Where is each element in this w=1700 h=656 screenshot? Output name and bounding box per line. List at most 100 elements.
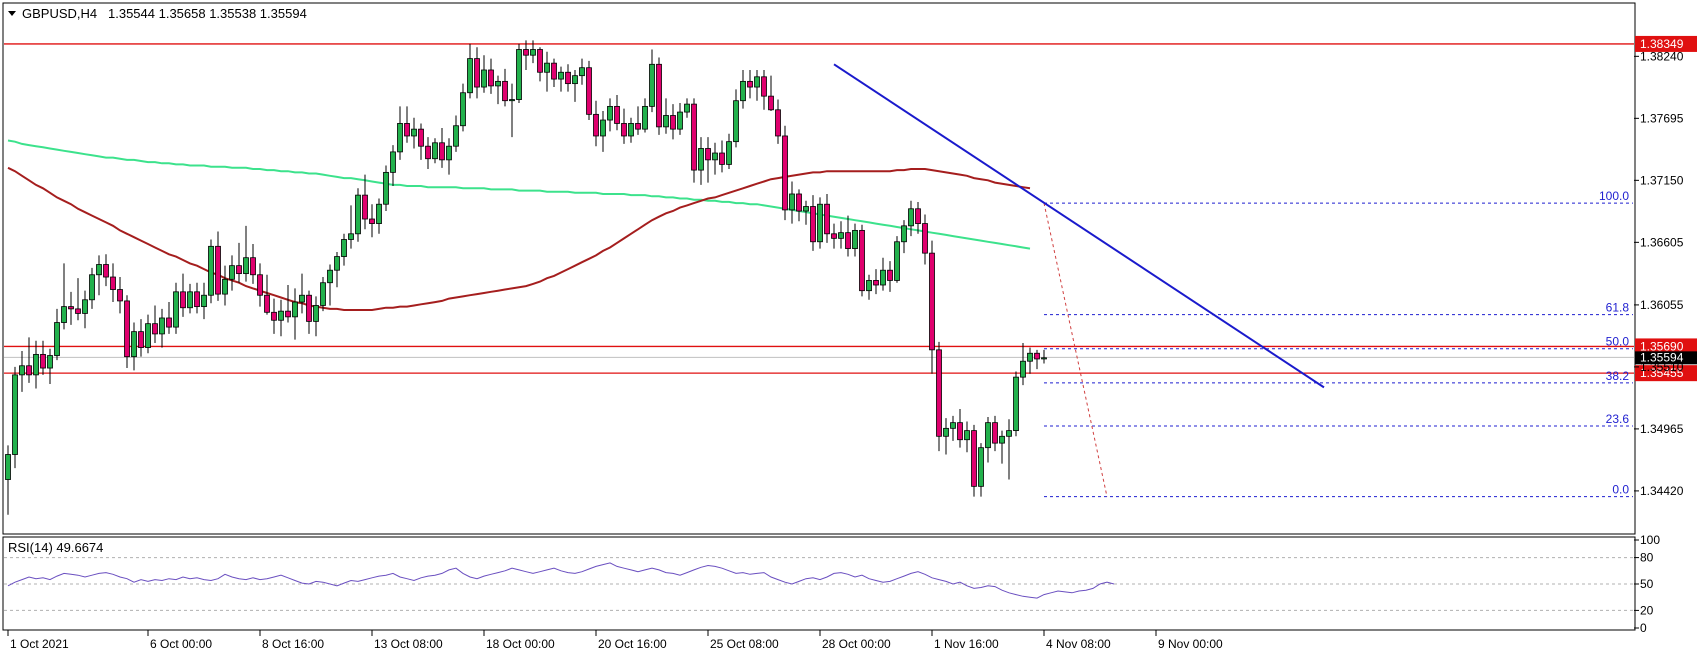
level-price-label: 1.35690 (1640, 339, 1684, 353)
candle (96, 255, 102, 296)
candle-body (33, 353, 39, 376)
candle-body (894, 241, 900, 281)
candle-body (159, 317, 165, 335)
x-tick-label: 6 Oct 00:00 (150, 637, 212, 651)
candle-body (852, 229, 858, 249)
candle (663, 98, 669, 134)
candle (747, 69, 753, 99)
rsi-indicator: RSI(14) 49.6674 100 80 50 20 0 (4, 533, 1660, 635)
level-price-tag (1635, 365, 1697, 382)
candle-body (117, 289, 123, 302)
candle (516, 43, 522, 103)
candle (775, 99, 781, 144)
candle-body (992, 422, 998, 444)
x-tick-label: 20 Oct 16:00 (598, 637, 667, 651)
candle-body (908, 208, 914, 227)
candle (901, 220, 907, 254)
candle-body (1013, 376, 1019, 432)
candle-body (656, 63, 662, 128)
candle-body (166, 317, 172, 328)
y-tick-label: 1.34420 (1640, 484, 1684, 498)
candle (852, 223, 858, 257)
candle (327, 264, 333, 306)
y-tick-label: 1.35510 (1640, 360, 1684, 374)
candle-body (495, 80, 501, 87)
candle-body (89, 274, 95, 301)
candle (698, 137, 704, 185)
candle (600, 110, 606, 152)
candle (873, 269, 879, 295)
candle-body (747, 80, 753, 88)
candle (985, 416, 991, 463)
candle-body (677, 111, 683, 130)
dropdown-triangle-icon[interactable] (8, 11, 16, 16)
candle (145, 314, 151, 354)
candle-body (607, 105, 613, 121)
candle-body (726, 141, 732, 165)
candle-body (516, 49, 522, 100)
candle (796, 189, 802, 222)
candle (124, 295, 130, 369)
candle-body (866, 280, 872, 292)
candle (362, 174, 368, 230)
candle-body (285, 310, 291, 318)
candle (236, 242, 242, 283)
candle (488, 58, 494, 94)
candle (551, 58, 557, 88)
candle-body (663, 115, 669, 128)
candle (285, 284, 291, 323)
candle-body (180, 291, 186, 309)
candle-body (761, 76, 767, 97)
candle (229, 255, 235, 291)
candle (1034, 349, 1040, 370)
candle-body (985, 422, 991, 449)
descending-trendline[interactable] (833, 63, 1325, 389)
candle-body (943, 427, 949, 437)
candle (75, 278, 81, 321)
candle-body (705, 148, 711, 161)
candle (726, 133, 732, 169)
candle-body (600, 119, 606, 137)
candle (649, 49, 655, 113)
candle (208, 239, 214, 304)
candle (481, 55, 487, 93)
candle-body (880, 269, 886, 286)
candle-body (684, 103, 690, 113)
candle-body (551, 62, 557, 80)
candle (922, 214, 928, 265)
candle-body (124, 300, 130, 358)
candle-body (243, 257, 249, 275)
candle-body (789, 193, 795, 211)
moving-averages (7, 139, 1031, 311)
candle (194, 282, 200, 314)
candle-body (460, 92, 466, 127)
candle (397, 106, 403, 160)
candle-body (719, 152, 725, 165)
candle-body (803, 206, 809, 212)
y-tick-label: 1.36605 (1640, 235, 1684, 249)
candle-body (922, 223, 928, 254)
current-price-tag (1635, 351, 1697, 365)
candle-body (348, 233, 354, 240)
candle (26, 337, 32, 383)
candle (607, 98, 613, 132)
candle (453, 115, 459, 152)
candle (565, 64, 571, 92)
candle-body (250, 257, 256, 276)
fib-level-label: 23.6 (1606, 412, 1630, 426)
candle (803, 200, 809, 225)
candle-body (523, 49, 529, 56)
candle (187, 283, 193, 314)
candle-body (859, 229, 865, 292)
candle-body (691, 103, 697, 171)
candle-body (187, 291, 193, 309)
candle-body (733, 100, 739, 143)
candle-body (586, 67, 592, 115)
candle (215, 231, 221, 301)
candle-body (194, 291, 200, 308)
candle-body (68, 306, 74, 310)
candle (460, 83, 466, 132)
candle-body (278, 310, 284, 321)
y-tick-label: 1.37150 (1640, 173, 1684, 187)
